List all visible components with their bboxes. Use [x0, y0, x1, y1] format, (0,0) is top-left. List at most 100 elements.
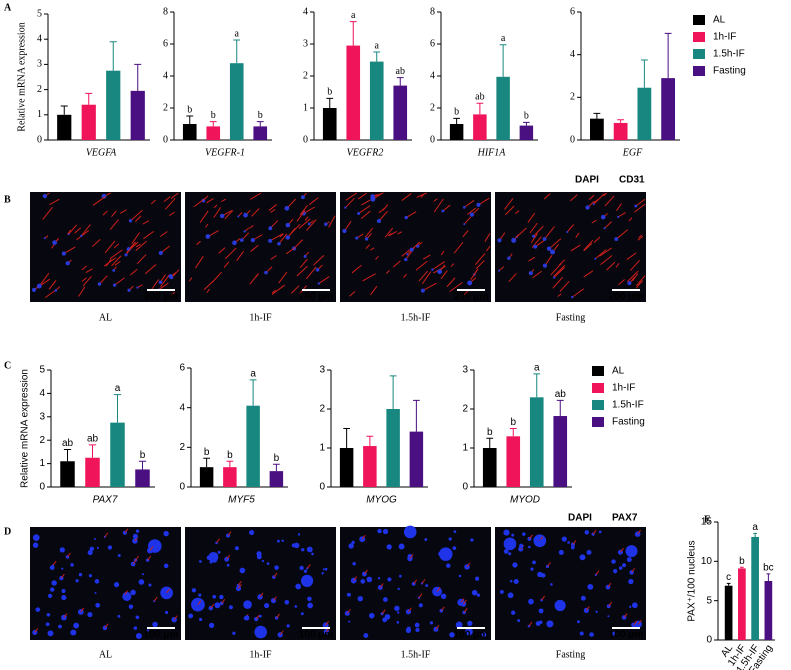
micro-vessel — [163, 196, 171, 202]
micro-fiber — [226, 554, 231, 560]
micro-nucleus — [431, 268, 434, 271]
micro-vessel — [384, 227, 394, 238]
micro-nucleus — [133, 626, 138, 630]
micro-nucleus — [284, 205, 290, 211]
micro-vessel — [432, 261, 445, 271]
micro-vessel — [67, 229, 72, 235]
legend-label: AL — [713, 15, 726, 26]
micro-vessel — [318, 276, 330, 284]
micro-nucleus — [455, 621, 463, 629]
micro-nucleus — [285, 235, 290, 240]
scale-bar-label: 200 μm — [144, 292, 179, 303]
micro-fiber — [153, 596, 158, 602]
micro-vessel — [362, 273, 376, 282]
micro-vessel — [543, 193, 551, 200]
micro-nucleus — [264, 603, 270, 609]
legend-label: 1h-IF — [713, 32, 736, 43]
micro-nucleus — [268, 238, 273, 243]
micro-nucleus — [87, 549, 93, 556]
micro-nucleus — [138, 579, 145, 585]
bar — [110, 422, 125, 487]
error-bar — [593, 112, 601, 119]
micro-nucleus — [348, 620, 351, 623]
micro-fiber — [572, 540, 577, 545]
micro-vessel — [130, 268, 138, 276]
micro-vessel — [599, 247, 612, 257]
y-tick-label: 0 — [430, 134, 435, 145]
significance-letter: b — [524, 111, 529, 122]
micro-nucleus — [429, 621, 434, 625]
micro-vessel — [559, 280, 570, 292]
micro-nucleus — [580, 595, 586, 601]
micro-nucleus — [136, 286, 139, 289]
bar — [85, 457, 100, 487]
micro-nucleus — [188, 613, 194, 619]
micro-nucleus — [214, 602, 221, 609]
micro-nucleus — [376, 219, 381, 224]
micro-fiber — [585, 606, 590, 611]
micro-vessel — [223, 261, 230, 269]
micro-nucleus — [50, 587, 55, 592]
micro-vessel — [629, 260, 640, 272]
micro-vessel — [278, 271, 288, 284]
micro-fiber — [325, 620, 330, 626]
bar-chart: 0 2 4 6 MYF5 b b a b — [179, 363, 288, 506]
legend-swatch — [693, 15, 705, 25]
micro-vessel — [91, 238, 101, 248]
micro-vessel — [81, 265, 88, 271]
error-bar — [249, 379, 257, 406]
micro-fiber — [124, 590, 129, 595]
micro-nucleus — [32, 534, 40, 541]
micro-nucleus — [243, 212, 248, 218]
y-tick-label: 6 — [163, 38, 168, 49]
bar — [346, 45, 361, 140]
micro-nucleus — [567, 541, 570, 544]
micro-nucleus — [321, 571, 324, 575]
bar — [386, 409, 400, 487]
x-tick-label: VEGFR2 — [347, 147, 384, 158]
micro-vessel — [635, 198, 646, 207]
micro-vessel — [453, 241, 464, 254]
micro-vessel — [255, 273, 259, 278]
micro-nucleus — [625, 545, 638, 558]
y-tick-label: 6 — [430, 38, 435, 49]
error-bar — [63, 449, 72, 462]
micro-nucleus — [256, 554, 262, 560]
micro-nucleus — [398, 543, 405, 550]
micro-nucleus — [97, 282, 102, 286]
micro-nucleus — [73, 622, 80, 629]
bar — [81, 104, 96, 140]
micro-vessel — [446, 277, 456, 288]
panel-label: B — [4, 194, 11, 205]
micro-nucleus — [101, 193, 107, 199]
micro-nucleus — [141, 573, 145, 576]
y-tick-label: 3 — [319, 365, 325, 376]
bar — [246, 405, 260, 487]
legend-swatch — [693, 49, 705, 59]
micro-vessel — [604, 195, 615, 207]
y-tick-label: 8 — [430, 6, 435, 17]
micro-vessel — [553, 266, 565, 278]
micro-fiber — [237, 581, 242, 586]
y-tick-label: 2 — [303, 70, 308, 81]
micro-nucleus — [414, 622, 420, 628]
y-tick-label: 0 — [462, 482, 468, 493]
bar — [449, 124, 464, 140]
micro-nucleus — [432, 586, 443, 597]
micro-nucleus — [497, 238, 502, 243]
legend-label: AL — [612, 366, 625, 377]
micro-nucleus — [438, 551, 443, 556]
micro-nucleus — [467, 620, 473, 627]
micrograph — [185, 192, 336, 302]
micro-nucleus — [301, 548, 305, 552]
micro-vessel — [305, 266, 317, 280]
micro-vessel — [553, 264, 566, 277]
micro-vessel — [268, 204, 278, 211]
stain-label: DAPI — [568, 513, 592, 524]
micro-vessel — [378, 210, 388, 222]
y-tick-label: 8 — [163, 6, 168, 17]
micro-nucleus — [513, 578, 519, 585]
micro-vessel — [76, 230, 90, 241]
micro-vessel — [364, 227, 373, 238]
